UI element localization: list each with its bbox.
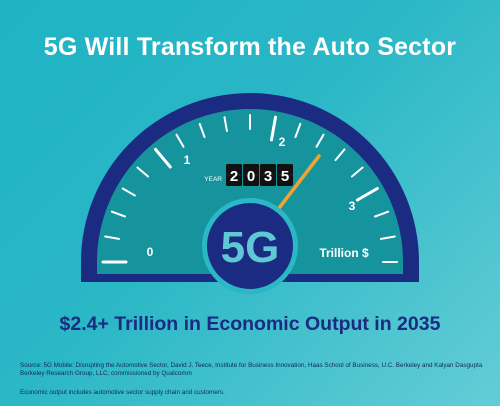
minor-tick <box>104 235 120 240</box>
year-label: YEAR <box>204 176 222 183</box>
unit-label: Trillion $ <box>319 246 369 260</box>
minor-tick <box>223 116 228 132</box>
year-digit-3: 3 <box>264 168 272 185</box>
year-counter: 2 0 3 5 <box>226 164 293 186</box>
major-tick <box>355 187 379 202</box>
scale-label-0: 0 <box>147 245 154 259</box>
minor-tick <box>121 187 136 197</box>
scale-label-2: 2 <box>279 135 286 149</box>
year-digit-2: 0 <box>247 168 255 185</box>
minor-tick <box>315 133 325 148</box>
headline: $2.4+ Trillion in Economic Output in 203… <box>59 313 441 335</box>
gauge-ticks <box>101 114 398 264</box>
minor-tick <box>136 166 150 178</box>
gauge-face <box>97 109 403 274</box>
minor-tick <box>198 122 206 138</box>
scale-label-3: 3 <box>349 199 356 213</box>
page-title: 5G Will Transform the Auto Sector <box>43 33 457 61</box>
footnote: Economic output includes automotive sect… <box>20 389 225 396</box>
source-note: Source: 5G Mobile: Disrupting the Automo… <box>20 362 483 377</box>
year-digit-4: 5 <box>281 168 289 185</box>
hub-label-5g: 5G <box>221 223 280 272</box>
minor-tick <box>110 210 126 218</box>
major-tick <box>154 147 172 169</box>
minor-tick <box>374 210 390 218</box>
minor-tick <box>350 166 364 178</box>
minor-tick <box>294 122 302 138</box>
minor-tick <box>334 148 346 162</box>
year-digit-1: 2 <box>230 168 238 185</box>
minor-tick <box>380 235 396 240</box>
scale-label-1: 1 <box>184 153 191 167</box>
gauge-hub <box>207 203 293 289</box>
minor-tick <box>175 133 185 148</box>
major-tick <box>270 115 277 142</box>
